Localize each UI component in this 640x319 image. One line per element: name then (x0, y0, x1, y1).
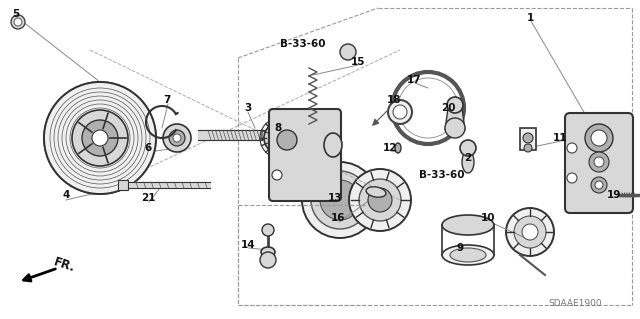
Circle shape (522, 224, 538, 240)
Text: 8: 8 (275, 123, 282, 133)
Ellipse shape (442, 215, 494, 235)
Ellipse shape (442, 245, 494, 265)
Circle shape (72, 110, 128, 166)
Text: FR.: FR. (52, 256, 77, 275)
Text: 20: 20 (441, 103, 455, 113)
Circle shape (340, 44, 356, 60)
Text: 10: 10 (481, 213, 495, 223)
Circle shape (591, 177, 607, 193)
Circle shape (447, 97, 463, 113)
Text: 19: 19 (607, 190, 621, 200)
Circle shape (264, 122, 296, 154)
Circle shape (260, 252, 276, 268)
Ellipse shape (302, 162, 378, 238)
FancyBboxPatch shape (565, 113, 633, 213)
Circle shape (460, 140, 476, 156)
Circle shape (44, 82, 156, 194)
Circle shape (271, 129, 289, 147)
Text: SDAAE1900: SDAAE1900 (548, 299, 602, 308)
Circle shape (585, 124, 613, 152)
Circle shape (388, 100, 412, 124)
Circle shape (567, 173, 577, 183)
Ellipse shape (506, 208, 554, 256)
Text: 11: 11 (553, 133, 567, 143)
Text: 12: 12 (383, 143, 397, 153)
Circle shape (169, 130, 185, 146)
Circle shape (272, 170, 282, 180)
Ellipse shape (349, 169, 411, 231)
Bar (520, 128, 536, 150)
Ellipse shape (366, 187, 386, 197)
Text: B-33-60: B-33-60 (280, 39, 326, 49)
Circle shape (393, 105, 407, 119)
Circle shape (591, 130, 607, 146)
Ellipse shape (395, 143, 401, 153)
Text: 9: 9 (456, 243, 463, 253)
Ellipse shape (359, 179, 401, 221)
Text: 3: 3 (244, 103, 252, 113)
Ellipse shape (514, 216, 546, 248)
Text: 2: 2 (465, 153, 472, 163)
Circle shape (445, 118, 465, 138)
Ellipse shape (324, 133, 342, 157)
Text: 17: 17 (406, 75, 421, 85)
Circle shape (44, 82, 156, 194)
Circle shape (262, 224, 274, 236)
Ellipse shape (311, 171, 369, 229)
Bar (118, 180, 128, 190)
Circle shape (594, 157, 604, 167)
Ellipse shape (261, 247, 275, 257)
Circle shape (173, 134, 181, 142)
Text: 18: 18 (387, 95, 401, 105)
Circle shape (589, 152, 609, 172)
Circle shape (524, 144, 532, 152)
Text: 5: 5 (12, 9, 20, 19)
Text: 21: 21 (141, 193, 156, 203)
Circle shape (82, 120, 118, 156)
Text: 16: 16 (331, 213, 345, 223)
Text: B-33-60: B-33-60 (419, 170, 465, 180)
FancyBboxPatch shape (269, 109, 341, 201)
Polygon shape (262, 130, 274, 140)
Circle shape (277, 130, 297, 150)
Circle shape (567, 143, 577, 153)
Text: 15: 15 (351, 57, 365, 67)
Circle shape (163, 124, 191, 152)
Circle shape (14, 18, 22, 26)
Circle shape (11, 15, 25, 29)
Text: 14: 14 (241, 240, 255, 250)
Circle shape (92, 130, 108, 146)
Polygon shape (445, 108, 465, 130)
Ellipse shape (450, 248, 486, 262)
Ellipse shape (320, 180, 360, 220)
Text: 1: 1 (526, 13, 534, 23)
Circle shape (368, 188, 392, 212)
Text: 4: 4 (62, 190, 70, 200)
Circle shape (523, 133, 533, 143)
Text: 7: 7 (163, 95, 171, 105)
Circle shape (595, 181, 603, 189)
Text: 6: 6 (145, 143, 152, 153)
Text: 13: 13 (328, 193, 342, 203)
Ellipse shape (462, 151, 474, 173)
